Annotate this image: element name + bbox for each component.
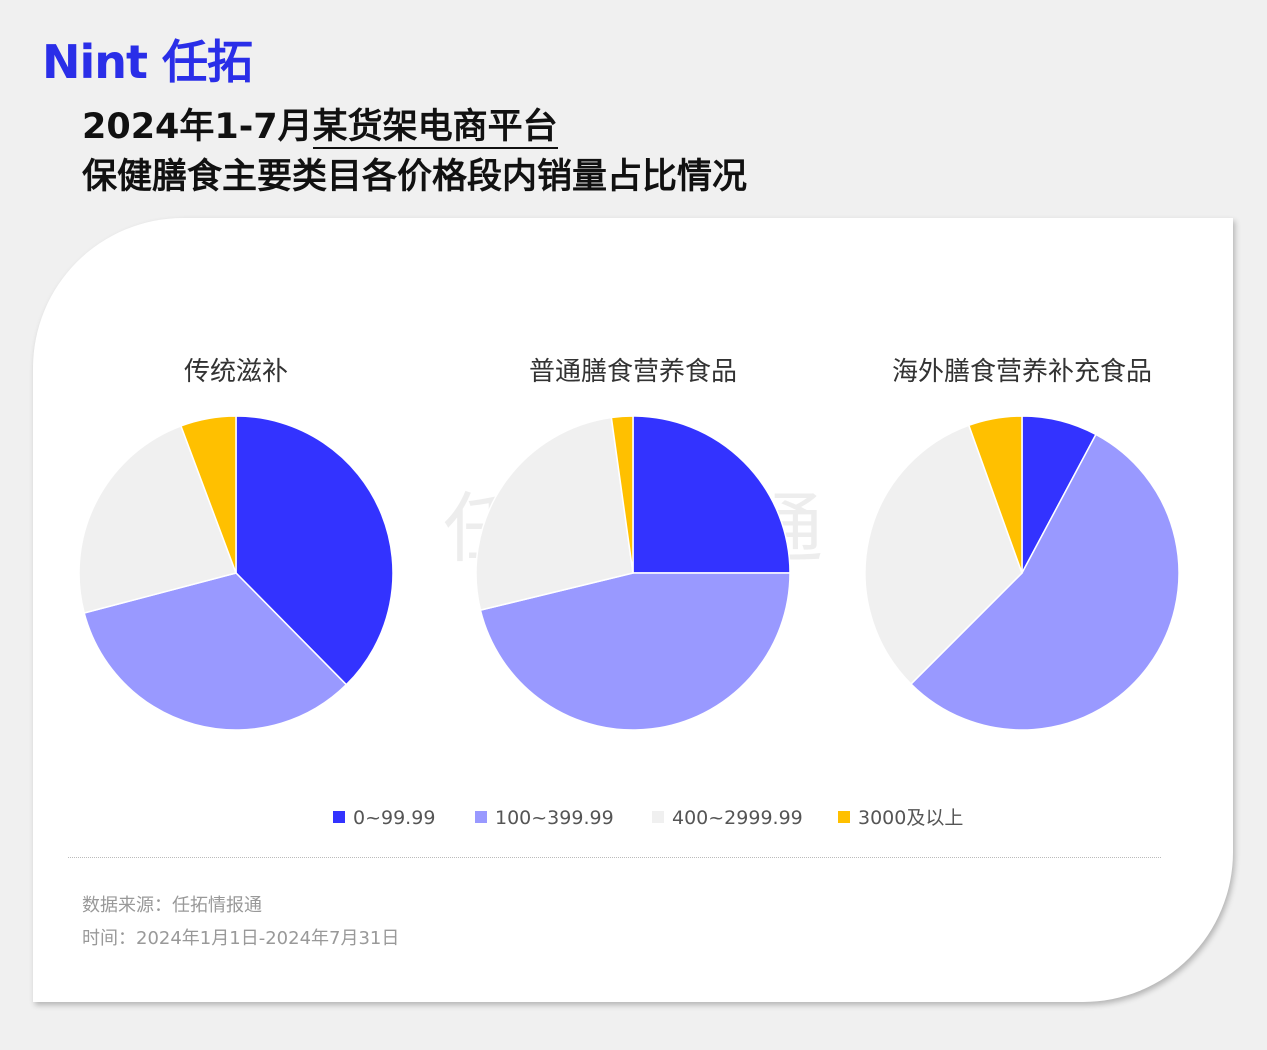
pie-title: 海外膳食营养补充食品 [892, 357, 1152, 387]
pie-slice [610, 415, 634, 574]
title-prefix: 2024年1-7月 [82, 107, 313, 147]
logo: Nint 任拓 [42, 35, 253, 89]
pie-slice [864, 424, 1023, 686]
pie-title: 传统滋补 [184, 357, 288, 387]
pie-slice [909, 433, 1180, 731]
pie-slice [479, 572, 791, 731]
pie-title: 普通膳食营养食品 [529, 357, 737, 387]
separator [68, 857, 1161, 858]
legend-label: 400~2999.99 [672, 807, 803, 829]
pie-slice [235, 415, 394, 686]
legend-label: 0~99.99 [353, 807, 435, 829]
pie-slice [78, 424, 237, 614]
legend-swatch [333, 811, 345, 823]
pie-slice [180, 415, 237, 574]
title-line2: 保健膳食主要类目各价格段内销量占比情况 [82, 157, 748, 197]
time: 时间：2024年1月1日-2024年7月31日 [82, 928, 400, 949]
legend-label: 100~399.99 [495, 807, 614, 829]
pie-slice [475, 416, 634, 612]
pie-slice [632, 415, 791, 574]
title-platform: 某货架电商平台 [312, 107, 558, 149]
legend-swatch [652, 811, 664, 823]
legend-label: 3000及以上 [858, 807, 963, 829]
pie-slice [967, 415, 1023, 574]
legend-swatch [475, 811, 487, 823]
pie-slice [83, 572, 348, 731]
legend-swatch [838, 811, 850, 823]
title: 2024年1-7月某货架电商平台 保健膳食主要类目各价格段内销量占比情况 [82, 102, 747, 202]
source: 数据来源：任拓情报通 [82, 895, 262, 916]
